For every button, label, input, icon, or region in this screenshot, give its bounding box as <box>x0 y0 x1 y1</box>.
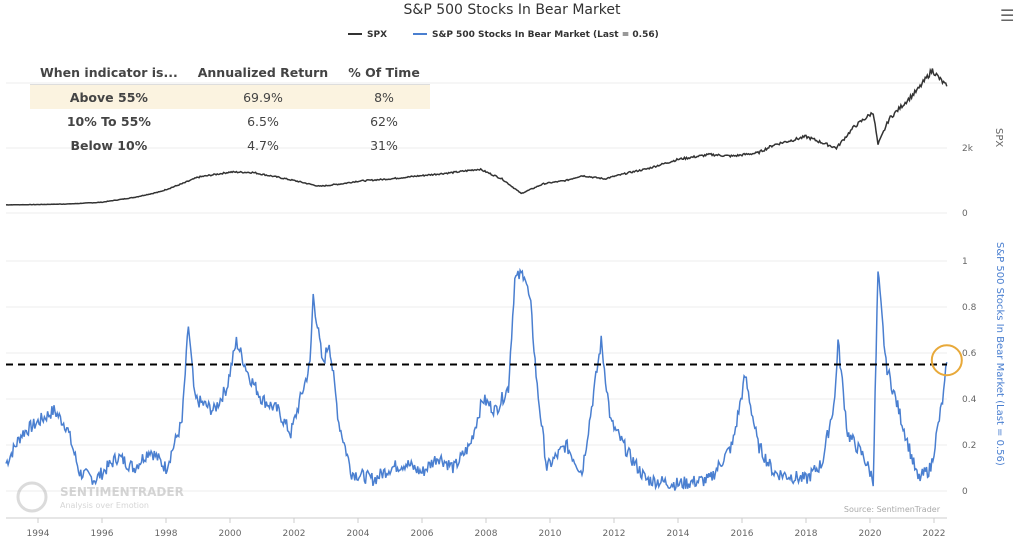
x-tick-label: 2000 <box>219 529 242 539</box>
bear-y-tick: 0.6 <box>962 349 977 359</box>
row-return: 4.7% <box>247 137 279 153</box>
highlight-circle <box>930 344 963 377</box>
x-tick-label: 2006 <box>411 529 434 539</box>
header-return: Annualized Return <box>187 60 339 85</box>
bear-y-tick: 0 <box>962 487 968 497</box>
row-label: Below 10% <box>70 137 148 153</box>
watermark-brand: SENTIMENTRADER <box>60 485 184 499</box>
x-tick-label: 2010 <box>539 529 562 539</box>
spx-line <box>5 67 948 206</box>
watermark-tagline: Analysis over Emotion <box>60 501 149 510</box>
bear-axis-label: S&P 500 Stocks In Bear Market (Last = 0.… <box>994 242 1005 466</box>
x-tick-label: 1996 <box>91 529 114 539</box>
header-indicator: When indicator is... <box>30 60 188 85</box>
row-return: 6.5% <box>247 113 279 129</box>
row-time: 62% <box>370 113 398 129</box>
row-return: 69.9% <box>187 84 339 109</box>
x-tick-label: 2008 <box>475 529 498 539</box>
legend-bear[interactable]: S&P 500 Stocks In Bear Market (Last = 0.… <box>432 30 659 40</box>
source-note: Source: SentimenTrader <box>844 505 941 514</box>
table-row: Below 10% 4.7% 31% <box>30 133 430 157</box>
bear-y-tick: 0.4 <box>962 395 977 405</box>
stats-table: When indicator is... Annualized Return %… <box>30 60 430 157</box>
x-tick-label: 2022 <box>923 529 946 539</box>
x-tick-label: 2020 <box>859 529 882 539</box>
bear-y-tick: 0.8 <box>962 303 977 313</box>
spx-y-tick: 2k <box>962 144 974 154</box>
x-tick-label: 1998 <box>155 529 178 539</box>
header-time: % Of Time <box>338 60 430 85</box>
row-time: 31% <box>370 137 398 153</box>
x-tick-label: 2012 <box>603 529 626 539</box>
table-header-row: When indicator is... Annualized Return %… <box>30 60 430 85</box>
x-tick-label: 1994 <box>27 529 50 539</box>
bear-y-tick: 1 <box>962 257 968 267</box>
spx-axis-label: SPX <box>993 128 1004 147</box>
table-row: Above 55% 69.9% 8% <box>30 84 430 109</box>
spx-y-tick: 0 <box>962 209 968 219</box>
bear-market-line <box>5 267 948 491</box>
bear-y-tick: 0.2 <box>962 441 976 451</box>
chart-title: S&P 500 Stocks In Bear Market <box>404 2 621 18</box>
watermark-logo-icon <box>16 481 48 513</box>
x-tick-label: 2002 <box>283 529 306 539</box>
x-tick-label: 2018 <box>795 529 818 539</box>
watermark: SENTIMENTRADER Analysis over Emotion <box>16 481 184 513</box>
legend: SPX S&P 500 Stocks In Bear Market (Last … <box>348 30 659 40</box>
row-label: 10% To 55% <box>66 113 151 129</box>
row-label: Above 55% <box>30 84 188 109</box>
x-tick-label: 2014 <box>667 529 690 539</box>
table-row: 10% To 55% 6.5% 62% <box>30 109 430 133</box>
x-tick-label: 2004 <box>347 529 370 539</box>
hamburger-menu-icon[interactable]: ☰ <box>1000 6 1015 25</box>
x-tick-label: 2016 <box>731 529 754 539</box>
row-time: 8% <box>338 84 430 109</box>
legend-spx[interactable]: SPX <box>367 30 387 40</box>
